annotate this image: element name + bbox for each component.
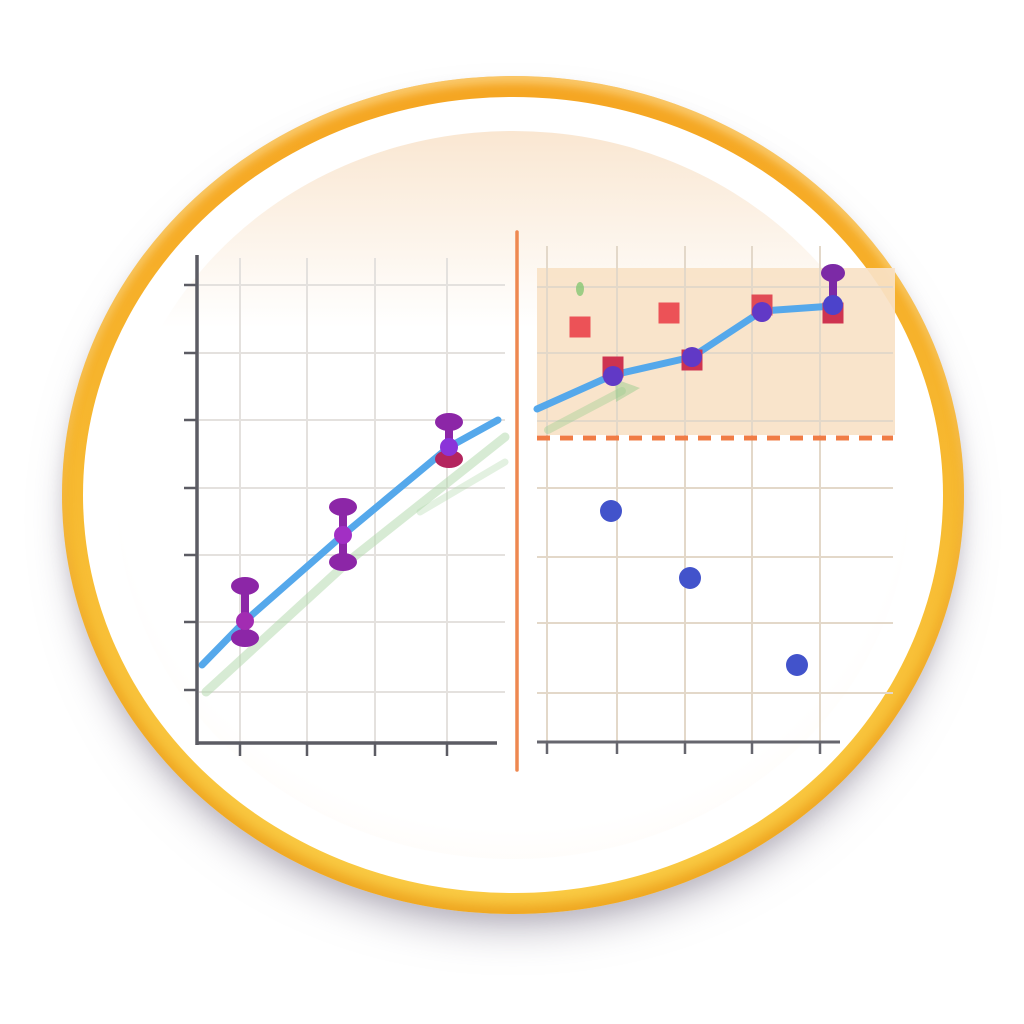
- white-ring-gap: [83, 97, 943, 893]
- error-bar-bottom-cap: [231, 629, 259, 647]
- error-bar-center-dot: [440, 438, 458, 456]
- red-square-marker: [658, 302, 680, 324]
- line-point-dot: [682, 347, 702, 367]
- scatter-dot: [679, 567, 701, 589]
- right-chart: [533, 246, 895, 754]
- gold-ring: [62, 76, 964, 914]
- error-bar-top-cap: [329, 498, 357, 516]
- green-droplet: [576, 282, 584, 296]
- scatter-dot: [786, 654, 808, 676]
- error-bar-top-cap: [231, 577, 259, 595]
- green-hint-line: [544, 387, 626, 434]
- error-bar-center-dot: [236, 612, 254, 630]
- green-arrowhead: [615, 379, 640, 402]
- error-bar-top-cap: [435, 413, 463, 431]
- line-point-dot: [823, 295, 843, 315]
- red-square-marker: [569, 316, 591, 338]
- error-bar-center-dot: [334, 526, 352, 544]
- line-point-dot: [603, 366, 623, 386]
- left-chart: [184, 255, 510, 756]
- green-reference-line: [416, 458, 509, 516]
- error-bar-bottom-cap: [329, 553, 357, 571]
- scatter-dot: [600, 500, 622, 522]
- error-bar-top-cap: [821, 264, 845, 282]
- line-point-dot: [752, 302, 772, 322]
- badge-inner-face: [117, 131, 909, 859]
- error-bar-bottom-cap: [435, 450, 463, 468]
